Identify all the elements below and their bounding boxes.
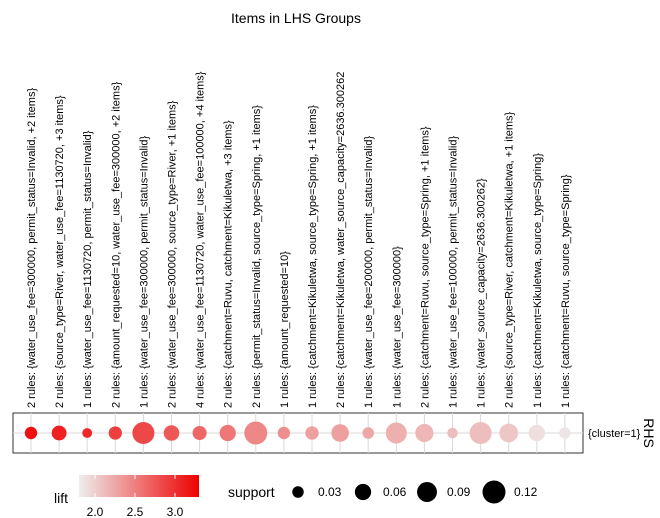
data-point [305, 426, 319, 440]
lhs-group-label: 1 rules: {catchment=Kikuletwa, source_ty… [307, 105, 319, 408]
lhs-group-label: 1 rules: {water_use_fee=300000} [391, 246, 403, 408]
lhs-group-labels: 2 rules: {water_use_fee=300000, permit_s… [26, 71, 572, 408]
support-legend-label: 0.06 [383, 485, 407, 499]
lhs-group-label: 4 rules: {water_use_fee=1130720, water_u… [195, 71, 207, 408]
data-point [469, 421, 492, 445]
data-point [528, 424, 545, 442]
lift-tick-label: 3.0 [167, 505, 184, 518]
lhs-group-label: 2 rules: {permit_status=Invalid, source_… [251, 105, 263, 408]
lhs-group-label: 1 rules: {water_source_capacity=2636.300… [476, 178, 488, 408]
lhs-group-label: 2 rules: {source_type=River, catchment=K… [504, 111, 516, 408]
lhs-group-label: 1 rules: {amount_requested=10} [279, 251, 291, 408]
lhs-group-label: 1 rules: {catchment=Kikuletwa, source_ty… [532, 153, 544, 408]
lift-tick-label: 2.5 [127, 505, 144, 518]
data-point [108, 426, 122, 440]
support-legend-label: 0.09 [447, 485, 471, 499]
lhs-group-label: 2 rules: {catchment=Kikuletwa, water_sou… [335, 72, 347, 408]
data-point [331, 424, 349, 442]
rhs-tick-label: {cluster=1} [588, 428, 641, 440]
data-point [415, 423, 434, 443]
y-axis-label: RHS [641, 418, 657, 448]
support-legend-circle [292, 486, 304, 498]
lift-legend-ticks: 2.0 2.5 3.0 [87, 475, 184, 518]
support-legend-circle [354, 483, 372, 501]
lhs-group-label: 1 rules: {water_use_fee=200000, permit_s… [363, 136, 375, 408]
lhs-group-label: 2 rules: {water_use_fee=300000, permit_s… [26, 88, 38, 408]
data-point [447, 427, 458, 439]
support-legend-circle [417, 482, 437, 502]
data-point [132, 421, 155, 445]
support-legend-circle [482, 480, 506, 504]
data-point [163, 425, 180, 441]
lift-legend-title: lift [54, 490, 68, 506]
lhs-group-label: 1 rules: {catchment=Ruvu, source_type=Sp… [560, 174, 572, 408]
data-point [362, 427, 374, 439]
lhs-group-label: 1 rules: {water_use_fee=300000, permit_s… [138, 136, 150, 408]
lhs-group-label: 1 rules: {water_use_fee=1130720, permit_… [82, 130, 94, 408]
lift-tick-label: 2.0 [87, 505, 104, 518]
data-point [277, 426, 291, 440]
data-point [385, 422, 407, 444]
support-legend-title: support [228, 484, 275, 500]
lhs-group-label: 2 rules: {catchment=Ruvu, catchment=Kiku… [223, 120, 235, 408]
data-point [82, 428, 93, 438]
lift-color-bar [79, 475, 199, 497]
data-point [559, 427, 571, 439]
data-point [192, 425, 207, 441]
data-point [51, 425, 67, 441]
lhs-group-label: 1 rules: {water_use_fee=100000, permit_s… [448, 136, 460, 408]
data-points [24, 421, 571, 445]
support-legend: 0.03 0.06 0.09 0.12 [292, 480, 538, 504]
lhs-group-label: 2 rules: {amount_requested=10, water_use… [110, 81, 122, 408]
data-point [24, 426, 38, 440]
data-point [244, 421, 268, 445]
lhs-group-label: 2 rules: {source_type=River, water_use_f… [54, 95, 66, 408]
support-legend-label: 0.12 [514, 485, 538, 499]
lhs-group-label: 2 rules: {water_use_fee=300000, source_t… [167, 100, 179, 408]
data-point [499, 423, 519, 443]
data-point [219, 424, 236, 442]
lhs-group-label: 2 rules: {catchment=Ruvu, source_type=Sp… [419, 126, 431, 408]
chart-title: Items in LHS Groups [231, 10, 361, 26]
support-legend-label: 0.03 [318, 485, 342, 499]
